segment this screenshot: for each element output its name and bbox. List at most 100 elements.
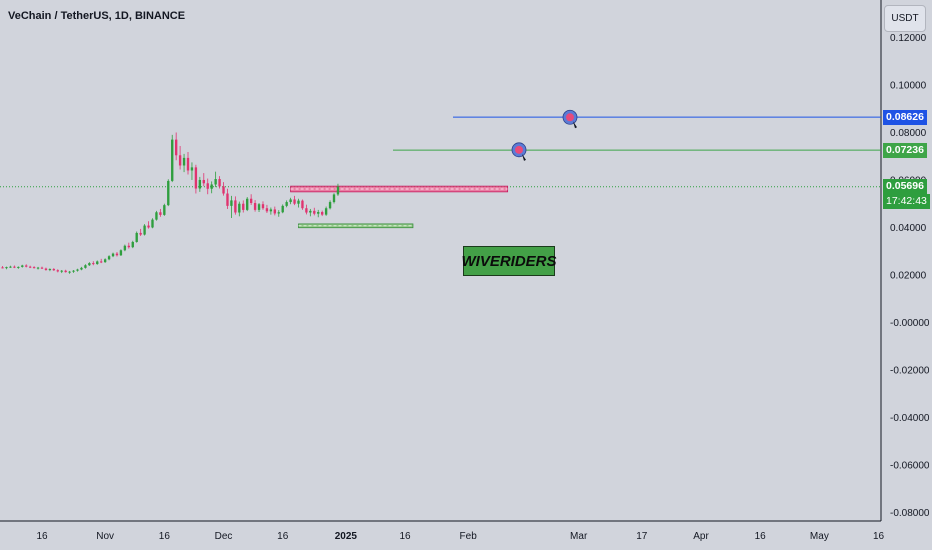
candle-body — [277, 212, 280, 214]
candle-body — [80, 267, 83, 270]
candle-body — [234, 200, 237, 213]
candle-body — [123, 245, 127, 251]
candle-body — [273, 209, 277, 214]
candle-body — [174, 139, 178, 156]
candle-body — [5, 267, 8, 269]
candle-body — [305, 208, 308, 213]
candle-body — [301, 200, 304, 209]
candle-body — [100, 261, 103, 263]
candle-body — [336, 186, 340, 195]
candle-body — [60, 270, 63, 272]
candle-body — [1, 267, 4, 269]
x-tick-label: 16 — [159, 531, 171, 542]
x-tick-label: Feb — [460, 531, 478, 542]
x-tick-label: 16 — [873, 531, 885, 542]
candle-body — [178, 155, 182, 166]
candle-body — [25, 265, 28, 267]
candle-body — [297, 200, 300, 204]
candle-body — [21, 265, 24, 267]
candle-body — [214, 179, 217, 185]
y-tick-label: -0.02000 — [890, 366, 930, 377]
candle-body — [210, 184, 213, 189]
candle-body — [107, 256, 111, 260]
candle-body — [309, 210, 312, 213]
candle-body — [103, 259, 107, 263]
x-tick-label: Mar — [570, 531, 588, 542]
candle-body — [206, 183, 209, 189]
y-tick-label: 0.08000 — [890, 128, 927, 139]
candle-body — [115, 253, 119, 256]
candle-body — [131, 241, 134, 248]
candle-body — [84, 265, 87, 268]
candle-body — [186, 157, 190, 171]
candle-body — [171, 139, 174, 181]
candle-body — [159, 212, 162, 215]
x-tick-label: 16 — [277, 531, 289, 542]
candle-body — [111, 253, 115, 257]
candle-body — [155, 212, 158, 220]
candle-body — [249, 198, 253, 204]
candle-body — [68, 271, 71, 273]
candle-body — [261, 204, 265, 209]
x-tick-label: May — [810, 531, 829, 542]
candle-body — [289, 199, 292, 203]
candle-body — [246, 198, 249, 210]
candle-body — [40, 267, 44, 269]
x-tick-label: Apr — [693, 531, 709, 542]
candle-body — [72, 270, 75, 272]
candle-body — [324, 208, 328, 215]
y-tick-label: -0.06000 — [890, 461, 930, 472]
current-price-tag: 0.05696 — [883, 179, 927, 195]
x-tick-label: 2025 — [335, 531, 358, 542]
x-tick-label: 16 — [36, 531, 48, 542]
candle-body — [44, 268, 48, 270]
candle-body — [242, 203, 245, 210]
blue-level-price-tag: 0.08626 — [883, 109, 927, 125]
candle-body — [190, 167, 194, 171]
marker-1-cursor — [522, 153, 526, 161]
candle-body — [36, 267, 40, 269]
candle-body — [257, 204, 261, 210]
candle-body — [9, 266, 12, 268]
candle-body — [253, 203, 257, 210]
candle-body — [218, 179, 221, 187]
candle-body — [56, 270, 59, 272]
x-tick-label: 16 — [399, 531, 411, 542]
y-tick-label: -0.08000 — [890, 508, 930, 519]
currency-button[interactable]: USDT — [884, 5, 926, 32]
candle-body — [13, 266, 16, 268]
candle-body — [151, 219, 154, 228]
candle-body — [332, 194, 336, 203]
candle-body — [202, 179, 205, 184]
candle-body — [194, 167, 198, 189]
candle-body — [147, 225, 150, 228]
x-tick-label: Dec — [215, 531, 233, 542]
candle-body — [96, 261, 99, 265]
candle-body — [182, 157, 186, 166]
candle-body — [328, 202, 332, 209]
y-tick-label: 0.12000 — [890, 33, 927, 44]
candle-body — [17, 266, 20, 268]
candle-body — [76, 269, 79, 271]
candle-body — [52, 269, 56, 271]
candle-body — [163, 205, 166, 215]
candle-body — [230, 200, 233, 206]
x-tick-label: Nov — [96, 531, 114, 542]
candle-body — [293, 199, 296, 204]
candle-body — [127, 245, 130, 248]
candle-body — [238, 203, 241, 213]
candle-body — [198, 179, 202, 189]
countdown-tag: 17:42:43 — [883, 194, 930, 210]
candle-body — [139, 232, 142, 235]
marker-2-cursor — [573, 121, 577, 129]
candle-body — [28, 266, 32, 268]
candle-body — [285, 202, 288, 206]
y-tick-label: 0.02000 — [890, 271, 927, 282]
x-tick-label: 17 — [636, 531, 648, 542]
candle-body — [167, 180, 170, 206]
candle-body — [48, 269, 52, 271]
candle-body — [222, 186, 225, 194]
candle-body — [317, 212, 320, 214]
